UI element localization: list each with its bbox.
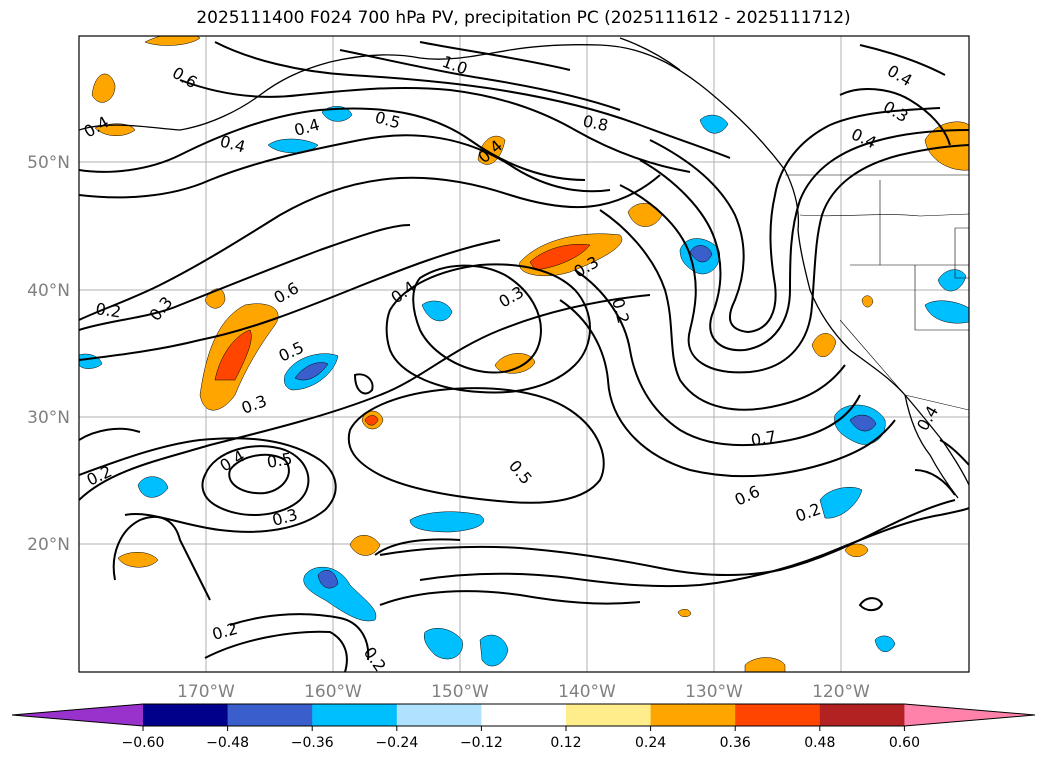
lon-label: 170°W <box>177 682 235 702</box>
colorbar-tick-label: −0.60 <box>122 735 165 751</box>
colorbar-extend-low <box>12 704 143 726</box>
colorbar-swatch <box>735 704 821 726</box>
precip-area <box>364 415 379 426</box>
lat-label: 20°N <box>27 535 70 555</box>
colorbar-tick-label: 0.24 <box>635 735 666 751</box>
precip-area <box>317 569 339 589</box>
colorbar-tick-label: −0.12 <box>460 735 503 751</box>
precip-area <box>479 634 509 667</box>
contour-label: 0.7 <box>749 427 777 450</box>
coastlines <box>79 37 969 499</box>
lon-label: 120°W <box>812 682 870 702</box>
map-title: 2025111400 F024 700 hPa PV, precipitatio… <box>196 8 851 28</box>
precip-area <box>844 543 869 557</box>
contour-label: 0.8 <box>581 111 610 135</box>
lon-label: 140°W <box>558 682 616 702</box>
colorbar-swatch <box>227 704 313 726</box>
longitude-labels: 170°W 160°W 150°W 140°W 130°W 120°W <box>177 682 870 702</box>
latitude-labels: 50°N 40°N 30°N 20°N <box>27 153 70 555</box>
precip-area <box>91 73 116 103</box>
colorbar-extend-high <box>904 704 1035 726</box>
precip-area <box>137 476 169 498</box>
precip-area <box>811 333 837 357</box>
precip-area <box>117 552 159 568</box>
colorbar-swatch <box>396 704 482 726</box>
precip-area <box>529 244 591 271</box>
pv-contours <box>79 41 969 672</box>
gridlines <box>79 36 969 672</box>
colorbar-swatch <box>481 704 567 726</box>
contour-label: 0.2 <box>94 299 122 321</box>
colorbar: −0.60 −0.48 −0.36 −0.24 −0.12 0.12 0.24 0.36 0.4… <box>11 703 1036 751</box>
lat-label: 30°N <box>27 408 70 428</box>
precip-area <box>699 114 729 134</box>
precip-area <box>349 535 381 556</box>
lon-label: 160°W <box>304 682 362 702</box>
map-frame <box>78 35 970 673</box>
lat-label: 40°N <box>27 281 70 301</box>
colorbar-tick-label: −0.48 <box>206 735 249 751</box>
colorbar-swatch <box>566 704 652 726</box>
colorbar-tick-label: −0.24 <box>375 735 418 751</box>
precip-area <box>744 657 786 672</box>
colorbar-tick-label: 0.12 <box>550 735 581 751</box>
precip-area <box>861 295 874 308</box>
precip-area <box>689 245 713 263</box>
precip-area <box>421 300 453 322</box>
contour-label: 0.5 <box>265 449 293 472</box>
precip-area <box>294 362 329 381</box>
precip-area <box>819 487 863 519</box>
colorbar-tick-label: −0.36 <box>291 735 334 751</box>
colorbar-tick-label: 0.48 <box>804 735 835 751</box>
map-panel: 1.0 0.6 0.4 0.5 0.4 0.8 0.4 0.4 0.3 0.4 … <box>79 36 969 672</box>
precip-area <box>409 511 484 533</box>
precip-area <box>874 635 896 652</box>
colorbar-tick-label: 0.36 <box>720 735 751 751</box>
lat-label: 50°N <box>27 153 70 173</box>
precip-area <box>94 123 136 136</box>
lon-label: 130°W <box>685 682 743 702</box>
precip-area <box>424 628 463 660</box>
precip-area <box>214 329 252 381</box>
lon-label: 150°W <box>431 682 489 702</box>
colorbar-swatch <box>819 704 905 726</box>
precip-area <box>144 36 201 46</box>
precip-area <box>267 138 319 154</box>
political-borders <box>785 174 969 411</box>
colorbar-swatch <box>312 704 398 726</box>
precip-area <box>924 300 969 324</box>
colorbar-tick-label: 0.60 <box>889 735 920 751</box>
precip-area <box>677 609 692 617</box>
colorbar-swatch <box>143 704 229 726</box>
colorbar-swatch <box>650 704 736 726</box>
precip-area <box>849 414 877 432</box>
precip-area <box>937 269 967 292</box>
